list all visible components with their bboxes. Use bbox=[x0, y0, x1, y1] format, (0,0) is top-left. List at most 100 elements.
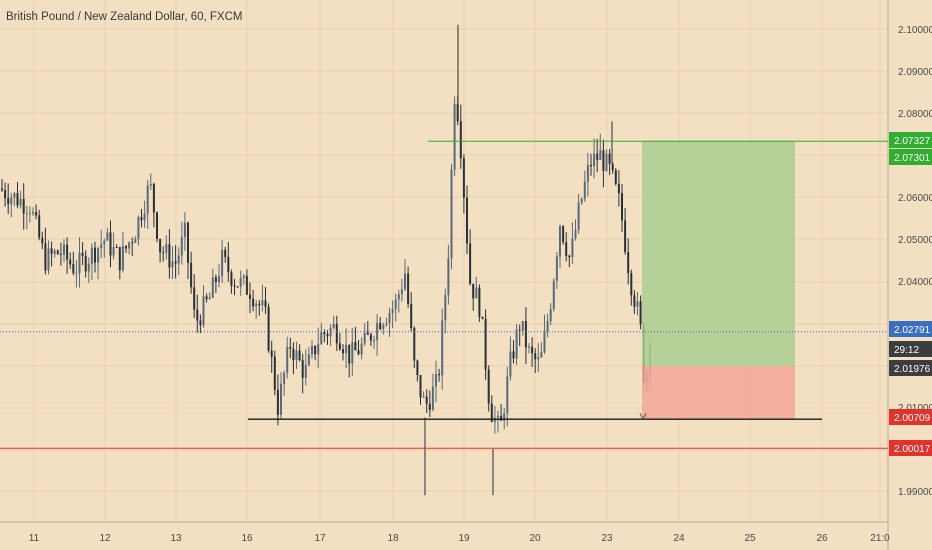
candle-body bbox=[261, 300, 264, 306]
chart-title: British Pound / New Zealand Dollar, 60, … bbox=[6, 11, 243, 23]
candle-body bbox=[379, 322, 382, 329]
candle-body bbox=[459, 121, 462, 159]
candle-body bbox=[602, 150, 605, 171]
candle-body bbox=[586, 164, 589, 182]
candle-body bbox=[199, 320, 202, 326]
candle-body bbox=[205, 296, 208, 300]
x-tick-label: 21:0 bbox=[870, 533, 890, 544]
candle-body bbox=[515, 329, 518, 359]
candle-body bbox=[338, 343, 341, 350]
candle-body bbox=[577, 202, 580, 230]
candle-body bbox=[134, 238, 137, 243]
candle-body bbox=[22, 198, 25, 214]
entry-arrow-icon bbox=[639, 412, 647, 421]
candle-body bbox=[574, 229, 577, 239]
candle-body bbox=[475, 287, 478, 299]
candle-body bbox=[90, 247, 93, 264]
candle-body bbox=[298, 350, 301, 361]
candle-body bbox=[258, 303, 261, 306]
candle-body bbox=[422, 396, 425, 398]
candle-body bbox=[32, 211, 34, 214]
price-tag-stop_label[interactable] bbox=[889, 409, 932, 425]
candle-body bbox=[221, 249, 224, 277]
candle-body bbox=[323, 331, 326, 335]
candle-body bbox=[255, 303, 258, 307]
x-tick-label: 26 bbox=[816, 533, 828, 544]
candle-body bbox=[490, 403, 493, 422]
candle-body bbox=[233, 285, 236, 287]
candle-body bbox=[441, 320, 444, 376]
candle-body bbox=[149, 183, 152, 186]
candle-body bbox=[187, 222, 189, 263]
candle-body bbox=[524, 321, 527, 348]
candle-body bbox=[301, 360, 304, 378]
candle-body bbox=[143, 213, 146, 221]
y-tick-label: 2.06000 bbox=[898, 193, 932, 204]
candle-body bbox=[342, 349, 344, 354]
candle-body bbox=[472, 283, 475, 299]
candle-body bbox=[75, 273, 78, 275]
candle-body bbox=[28, 213, 31, 215]
candle-body bbox=[621, 193, 623, 221]
candle-body bbox=[276, 389, 279, 415]
x-tick-label: 19 bbox=[458, 533, 470, 544]
candle-body bbox=[242, 275, 245, 279]
candle-body bbox=[193, 287, 196, 310]
candle-body bbox=[404, 273, 406, 290]
candle-body bbox=[447, 258, 450, 296]
x-tick-label: 12 bbox=[99, 533, 111, 544]
candle-body bbox=[97, 248, 100, 263]
price-tag-current_label[interactable] bbox=[889, 321, 932, 337]
price-tag-red_label[interactable] bbox=[889, 440, 932, 456]
profit-zone[interactable] bbox=[642, 141, 795, 367]
candle-body bbox=[16, 193, 19, 206]
candle-body bbox=[121, 245, 124, 271]
candle-body bbox=[140, 217, 143, 221]
candle-body bbox=[165, 244, 168, 253]
loss-zone[interactable] bbox=[642, 366, 795, 420]
candle-body bbox=[630, 273, 633, 296]
candle-body bbox=[109, 232, 112, 256]
candle-body bbox=[214, 277, 217, 283]
candle-body bbox=[497, 415, 499, 418]
candle-body bbox=[180, 236, 183, 256]
candle-body bbox=[410, 303, 413, 329]
candle-body bbox=[512, 351, 515, 359]
x-tick-label: 18 bbox=[387, 533, 399, 544]
candle-body bbox=[66, 244, 69, 260]
candle-body bbox=[397, 294, 400, 300]
candle-body bbox=[332, 323, 335, 328]
candle-body bbox=[639, 301, 642, 325]
candle-body bbox=[453, 103, 456, 170]
candle-body bbox=[156, 212, 158, 240]
candle-body bbox=[317, 343, 320, 355]
candle-body bbox=[162, 252, 165, 254]
candle-body bbox=[63, 244, 65, 255]
candle-body bbox=[428, 403, 431, 410]
candle-body bbox=[546, 321, 549, 332]
price-tag-timer_label[interactable] bbox=[889, 341, 932, 357]
x-tick-label: 20 bbox=[529, 533, 541, 544]
candle-body bbox=[7, 198, 10, 205]
x-tick-label: 11 bbox=[29, 533, 40, 544]
candle-body bbox=[503, 413, 506, 421]
candle-body bbox=[543, 331, 546, 353]
candle-body bbox=[196, 309, 199, 321]
candle-body bbox=[230, 272, 233, 286]
candle-body bbox=[137, 217, 140, 239]
price-tag-target_label[interactable] bbox=[889, 132, 932, 148]
price-tag-entry_label[interactable] bbox=[889, 360, 932, 376]
candle-body bbox=[376, 322, 379, 341]
x-tick-label: 16 bbox=[241, 533, 253, 544]
candle-body bbox=[521, 321, 524, 331]
candle-body bbox=[152, 183, 155, 213]
candle-body bbox=[87, 263, 90, 272]
candle-body bbox=[245, 275, 248, 295]
price-tag-target_label2[interactable] bbox=[889, 149, 932, 165]
candle-body bbox=[528, 346, 530, 348]
candle-body bbox=[568, 255, 571, 258]
candle-body bbox=[59, 254, 62, 256]
candle-body bbox=[431, 386, 434, 410]
